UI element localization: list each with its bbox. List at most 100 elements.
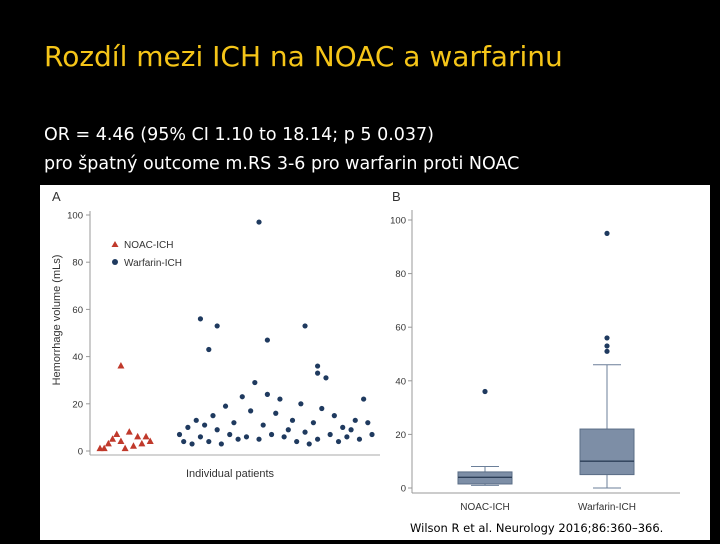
panel-a-point-warfarin	[298, 401, 304, 407]
panel-a-point-noac	[104, 439, 112, 447]
panel-a-point-warfarin	[210, 413, 216, 419]
panel-b-boxes	[457, 230, 635, 489]
panel-a-point-warfarin	[352, 417, 358, 423]
panel-a-ytick-label: 100	[67, 211, 83, 222]
panel-a-point-warfarin	[239, 394, 245, 400]
figure-svg: A Hemorrhage volume (mLs) Individual pat…	[51, 189, 680, 513]
panel-a-point-warfarin	[315, 370, 321, 376]
panel-a-point-warfarin	[231, 420, 237, 426]
panel-a-point-noac	[100, 444, 108, 452]
panel-a-point-noac	[125, 428, 133, 435]
panel-b-ytick-label: 40	[395, 376, 406, 387]
box-iqr-warfarin	[579, 428, 635, 476]
panel-a-point-warfarin	[227, 431, 233, 438]
panel-a-point-warfarin	[340, 424, 346, 430]
panel-a-point-noac	[142, 432, 150, 440]
panel-a-ytick-label: 60	[72, 305, 83, 316]
panel-a-point-warfarin	[348, 427, 354, 433]
panel-a-ytick-label: 20	[72, 399, 83, 410]
panel-a-point-warfarin	[310, 420, 317, 426]
panel-a-point-warfarin	[335, 438, 342, 445]
panel-a-point-warfarin	[281, 434, 287, 440]
panel-a-axes: 0 20 40 60 80 100	[67, 211, 380, 458]
panel-b-cat-noac: NOAC-ICH	[460, 502, 509, 513]
panel-a-point-warfarin	[206, 438, 212, 445]
panel-a-point-noac	[117, 362, 125, 369]
panel-a-ytick-label: 0	[78, 447, 83, 458]
panel-a-point-noac	[134, 432, 142, 440]
panel-b-ytick-label: 20	[395, 430, 406, 441]
slide-title: Rozdíl mezi ICH na NOAC a warfarinu	[44, 40, 563, 73]
panel-a-point-warfarin	[331, 413, 337, 419]
panel-a-point-warfarin	[315, 363, 321, 369]
panel-a-point-warfarin	[243, 434, 250, 440]
panel-a-point-warfarin	[218, 441, 224, 447]
panel-b-ytick-label: 0	[401, 484, 406, 495]
panel-a-point-warfarin	[202, 422, 208, 428]
panel-a-point-warfarin	[248, 408, 254, 414]
panel-a-point-noac	[113, 430, 121, 437]
box-outlier-warfarin	[604, 343, 610, 349]
box-outlier-warfarin	[604, 230, 610, 236]
panel-a-point-warfarin	[294, 438, 300, 445]
panel-a-point-warfarin	[260, 422, 266, 428]
panel-a-point-warfarin	[361, 396, 367, 402]
panel-a-point-warfarin	[197, 316, 204, 322]
panel-a-point-warfarin	[185, 424, 191, 430]
legend-warfarin-marker	[112, 259, 118, 265]
panel-a-point-warfarin	[181, 438, 187, 445]
panel-a-point-warfarin	[319, 405, 325, 412]
panel-a-point-warfarin	[197, 434, 204, 440]
panel-a-point-noac	[121, 444, 129, 452]
panel-a-point-warfarin	[344, 434, 350, 440]
panel-a-point-warfarin	[193, 417, 199, 423]
panel-a-ylabel: Hemorrhage volume (mLs)	[51, 255, 63, 386]
panel-b-ytick-label: 80	[395, 269, 406, 280]
panel-a-point-warfarin	[256, 219, 262, 225]
panel-b-axes: 0 20 40 60 80 100	[390, 210, 680, 495]
panel-a-point-warfarin	[365, 420, 371, 426]
panel-a-point-warfarin	[273, 410, 279, 416]
panel-b-cat-warfarin: Warfarin-ICH	[578, 502, 636, 513]
panel-a-point-warfarin	[189, 441, 195, 447]
panel-a-point-warfarin	[176, 431, 183, 438]
legend-noac-marker	[111, 241, 119, 247]
figure-panel: A Hemorrhage volume (mLs) Individual pat…	[40, 185, 710, 540]
panel-a-point-warfarin	[206, 346, 212, 353]
panel-a-point-noac	[109, 435, 117, 442]
panel-a-point-noac	[146, 437, 154, 445]
legend-warfarin-label: Warfarin-ICH	[124, 258, 182, 269]
panel-b-ytick-label: 60	[395, 323, 406, 334]
panel-a-point-warfarin	[277, 396, 283, 402]
panel-a-point-noac	[129, 442, 137, 449]
panel-a-point-warfarin	[222, 403, 229, 409]
legend-noac-label: NOAC-ICH	[124, 240, 173, 251]
panel-a-xlabel: Individual patients	[186, 468, 275, 480]
panel-b-label: B	[392, 189, 401, 204]
panel-a-point-noac	[138, 439, 146, 447]
panel-a-ytick-label: 40	[72, 352, 83, 363]
panel-a-point-warfarin	[214, 427, 220, 433]
box-outlier-warfarin	[604, 335, 610, 341]
panel-a-points	[96, 219, 375, 452]
panel-a-point-warfarin	[252, 379, 258, 386]
box-outlier-warfarin	[604, 348, 610, 354]
panel-a-point-warfarin	[264, 391, 270, 397]
panel-a-point-warfarin	[268, 431, 275, 438]
panel-b-ytick-label: 100	[390, 216, 406, 227]
panel-a-point-warfarin	[214, 323, 220, 329]
panel-a-point-warfarin	[315, 436, 321, 442]
panel-a-point-warfarin	[235, 436, 241, 442]
subtitle-odds-ratio: OR = 4.46 (95% CI 1.10 to 18.14; p 5 0.0…	[44, 125, 434, 145]
panel-a-legend: NOAC-ICH Warfarin-ICH	[111, 240, 182, 269]
panel-a-point-warfarin	[302, 323, 308, 329]
panel-a-point-warfarin	[327, 431, 333, 438]
panel-a-point-warfarin	[289, 417, 296, 423]
panel-a-point-warfarin	[369, 431, 375, 438]
panel-a-ytick-label: 80	[72, 258, 83, 269]
panel-a-point-warfarin	[356, 436, 363, 442]
panel-a-point-warfarin	[323, 375, 329, 381]
panel-a-point-warfarin	[285, 427, 291, 433]
panel-a-point-noac	[117, 437, 125, 445]
panel-a-label: A	[52, 189, 61, 204]
